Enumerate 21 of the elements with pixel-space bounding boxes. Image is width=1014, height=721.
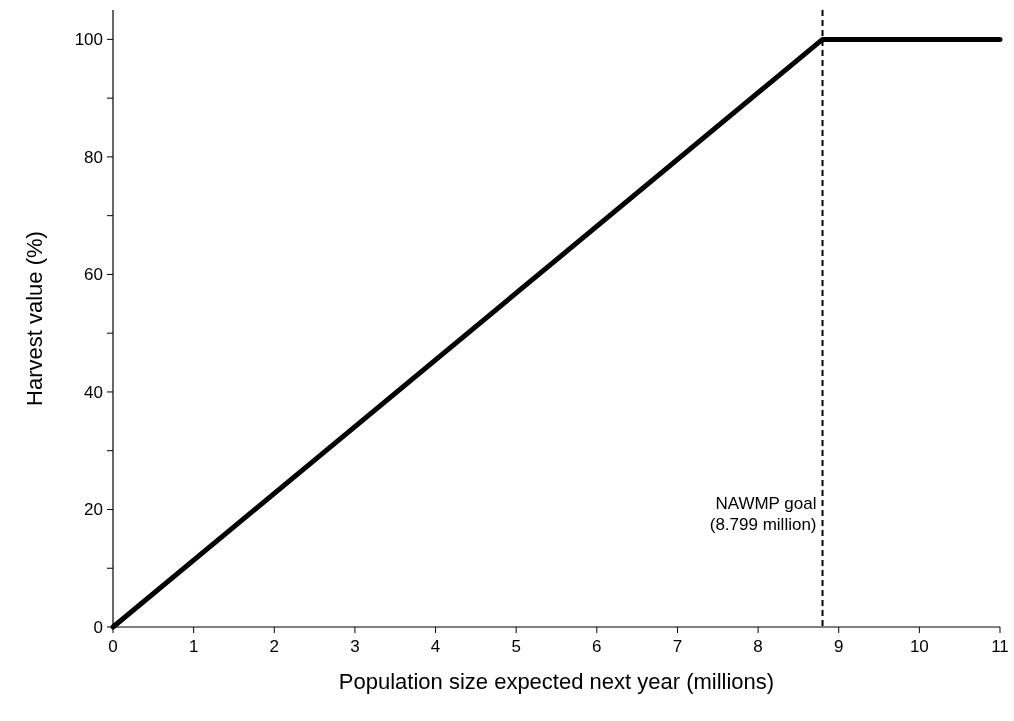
x-tick-label: 8 bbox=[753, 637, 763, 656]
x-tick-label: 6 bbox=[592, 637, 602, 656]
x-tick-label: 7 bbox=[672, 637, 683, 656]
x-tick-label: 9 bbox=[833, 637, 844, 656]
y-tick-label: 40 bbox=[84, 382, 103, 402]
x-tick-label: 3 bbox=[350, 637, 360, 656]
x-tick-label: 2 bbox=[269, 637, 280, 656]
x-tick-label: 5 bbox=[511, 637, 521, 656]
y-tick-label: 100 bbox=[74, 30, 103, 50]
x-axis-title: Population size expected next year (millions) bbox=[338, 669, 775, 694]
x-tick-label: 10 bbox=[909, 637, 929, 656]
x-tick-label: 0 bbox=[108, 637, 118, 656]
y-tick-label: 0 bbox=[93, 617, 103, 637]
y-tick-label: 80 bbox=[84, 147, 103, 167]
y-tick-label: 20 bbox=[84, 500, 103, 520]
x-tick-label: 11 bbox=[991, 637, 1009, 656]
x-tick-label: 1 bbox=[188, 637, 199, 656]
y-tick-label: 60 bbox=[84, 265, 103, 285]
x-tick-label: 4 bbox=[430, 637, 441, 656]
ref-line-label: NAWMP goal (8.799 million) bbox=[709, 494, 817, 534]
y-axis-title: Harvest value (%) bbox=[22, 231, 47, 406]
